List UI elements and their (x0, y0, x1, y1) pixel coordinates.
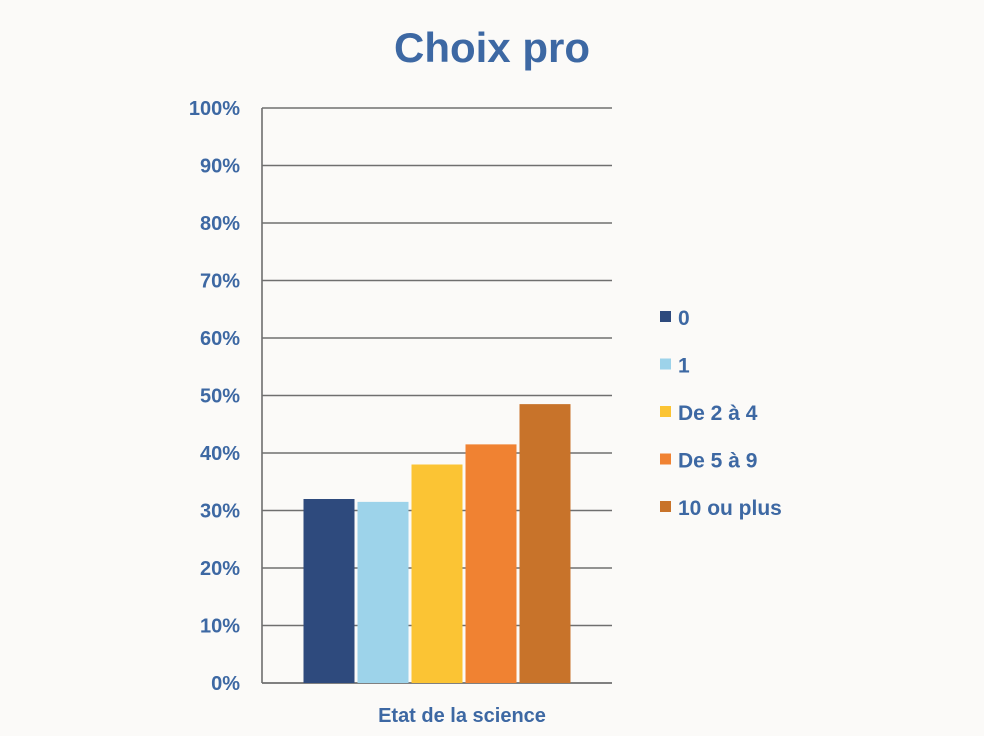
y-tick-label: 60% (200, 328, 240, 350)
legend-label: De 2 à 4 (678, 402, 758, 425)
y-tick-label: 0% (211, 673, 240, 695)
y-tick-label: 50% (200, 386, 240, 408)
y-tick-label: 40% (200, 443, 240, 465)
bars (303, 404, 571, 683)
legend-label: 1 (678, 355, 690, 378)
legend-swatch (660, 501, 671, 512)
y-tick-label: 30% (200, 501, 240, 523)
legend-label: De 5 à 9 (678, 450, 757, 473)
legend-swatch (660, 453, 671, 465)
axes: 0% 10% 20% 30% 40% 50% 60% 70% 80% 90% 100% Etat de… (189, 98, 612, 727)
y-tick-label: 100% (189, 98, 240, 120)
y-tick-label: 70% (200, 271, 240, 293)
y-tick-label: 90% (200, 156, 240, 178)
legend-swatch (660, 406, 671, 417)
legend-label: 10 ou plus (678, 497, 782, 520)
legend-label: 0 (678, 307, 690, 330)
legend-swatch (660, 358, 671, 370)
bar-0 (303, 499, 355, 683)
y-tick-label: 10% (200, 616, 240, 638)
chart-title: Choix pro (394, 24, 590, 71)
bar-de-5-9 (465, 444, 517, 683)
bar-10-ou-plus (519, 404, 571, 683)
bar-de-2-4 (411, 464, 463, 683)
legend: 0 1 De 2 à 4 De 5 à 9 10 ou plus (660, 307, 782, 520)
legend-swatch (660, 311, 671, 322)
bar-1 (357, 501, 409, 683)
y-tick-label: 80% (200, 213, 240, 235)
y-tick-label: 20% (200, 558, 240, 580)
x-category-label: Etat de la science (378, 705, 546, 727)
